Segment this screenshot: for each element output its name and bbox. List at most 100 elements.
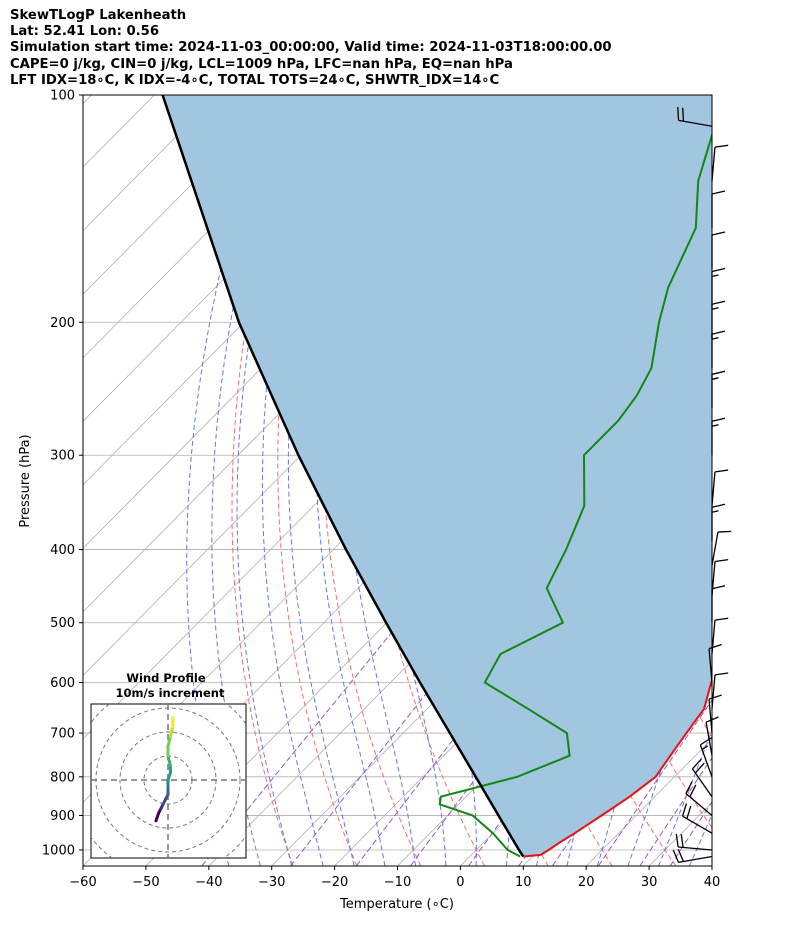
x-axis: −60 −50 −40 −30 −20 −10 0 10 20 30 40: [69, 866, 720, 890]
x-tick-label: 40: [704, 875, 721, 890]
barb-flag: [711, 417, 726, 422]
moist-adiabat-line: [236, 95, 305, 866]
mixing-ratio-line: [639, 757, 712, 866]
barb-flag: [685, 781, 693, 794]
wind-barb: [672, 848, 713, 864]
barb-flag: [711, 190, 726, 195]
dry-adiabat-line: [787, 95, 794, 866]
dry-adiabat-line: [231, 95, 299, 866]
wind-barb: [711, 672, 729, 709]
barb-staff: [711, 531, 719, 566]
parcel-temperature-shade: [162, 95, 712, 857]
barb-staff: [705, 722, 713, 756]
moist-adiabat-line: [211, 95, 288, 866]
barb-flag: [677, 848, 685, 862]
x-tick-label: −40: [195, 875, 222, 890]
moist-adiabat-line: [261, 95, 324, 866]
dewpoint-line: [438, 131, 712, 858]
y-axis: 100 200 300 400 500 600 700 800 900 1000: [42, 89, 83, 859]
hodograph-title: Wind Profile: [126, 671, 206, 685]
barb-flag: [714, 144, 729, 148]
hodograph-subtitle: 10m/s increment: [116, 686, 225, 700]
wind-barb: [711, 417, 726, 456]
wind-barb: [711, 330, 726, 369]
simulation-time-text: Simulation start time: 2024-11-03_00:00:…: [10, 40, 612, 56]
barb-staff: [678, 846, 713, 851]
wind-barb: [691, 758, 713, 798]
wind-barb: [708, 694, 722, 734]
moist-adiabat-line: [658, 728, 712, 866]
isotherm-line: [83, 95, 281, 295]
hodograph-segment: [166, 735, 172, 748]
mixing-ratio-line: [597, 699, 712, 866]
barb-flag: [711, 231, 726, 236]
barb-flag: [714, 559, 729, 563]
y-tick-label: 400: [50, 543, 75, 558]
cin-shading: [162, 95, 712, 857]
y-tick-label: 900: [50, 809, 75, 824]
barb-half-flag: [701, 745, 709, 751]
wind-barb: [699, 737, 713, 778]
wind-barb: [711, 585, 726, 623]
barb-staff: [699, 744, 713, 778]
dry-adiabat-line: [754, 95, 794, 866]
barb-flag: [714, 617, 729, 621]
barb-flag: [675, 833, 679, 848]
barb-flag: [708, 694, 722, 700]
barb-flag: [681, 803, 688, 817]
mixing-ratio-line: [669, 800, 712, 866]
barb-flag: [680, 834, 684, 848]
isotherm-line: [83, 95, 92, 105]
wind-barb: [675, 833, 713, 851]
barb-flag: [711, 370, 726, 375]
barb-flag: [700, 737, 712, 746]
chart-header: SkewTLogP Lakenheath Lat: 52.41 Lon: 0.5…: [10, 8, 612, 89]
barb-half-flag: [711, 510, 719, 513]
index-stats-text: LFT IDX=18∘C, K IDX=-4∘C, TOTAL TOTS=24∘…: [10, 72, 500, 88]
x-tick-label: −20: [321, 875, 348, 890]
moist-adiabat-line: [720, 95, 794, 866]
barb-flag: [686, 805, 692, 819]
hodograph-segment: [168, 725, 175, 739]
wind-barb: [711, 267, 726, 306]
barb-flag: [708, 643, 722, 650]
x-axis-label: Temperature (∘C): [339, 897, 454, 912]
wind-barb: [711, 190, 726, 228]
wind-barb: [711, 559, 729, 596]
y-tick-label: 100: [50, 89, 75, 104]
wind-barb: [711, 370, 726, 409]
wind-barb: [711, 144, 729, 182]
barb-staff: [678, 855, 713, 864]
wind-barb: [677, 106, 713, 127]
y-tick-label: 600: [50, 676, 75, 691]
x-tick-label: 10: [515, 875, 532, 890]
y-tick-label: 200: [50, 316, 75, 331]
barb-flag: [714, 672, 729, 676]
y-tick-label: 500: [50, 616, 75, 631]
parcel-line: [161, 95, 525, 858]
y-tick-label: 700: [50, 727, 75, 742]
barb-half-flag: [711, 307, 719, 310]
x-tick-label: −10: [384, 875, 411, 890]
location-text: Lat: 52.41 Lon: 0.56: [10, 24, 160, 40]
wind-barb: [711, 503, 726, 542]
wind-barb: [685, 781, 713, 816]
y-tick-label: 800: [50, 770, 75, 785]
barb-staff: [682, 815, 713, 834]
wind-barb: [711, 469, 729, 506]
wind-barb: [711, 231, 726, 269]
barb-flag: [711, 267, 726, 273]
x-tick-label: −60: [69, 875, 96, 890]
wind-barb: [711, 617, 729, 655]
barb-flag: [694, 762, 705, 774]
barb-flag: [717, 530, 732, 533]
moist-adiabat-line: [627, 95, 712, 866]
isotherm-line: [711, 865, 712, 866]
wind-barb: [681, 803, 713, 834]
x-tick-label: 20: [578, 875, 595, 890]
isotherm-line: [83, 95, 218, 232]
barb-flag: [677, 106, 680, 121]
barb-half-flag: [711, 424, 719, 427]
y-tick-label: 300: [50, 449, 75, 464]
